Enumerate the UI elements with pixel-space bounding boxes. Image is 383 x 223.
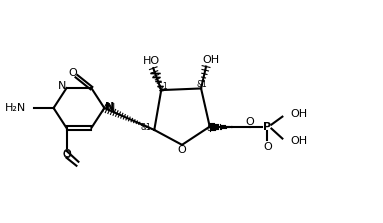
Text: O: O: [245, 117, 254, 127]
Text: OH: OH: [203, 55, 219, 65]
Text: &1: &1: [197, 80, 208, 89]
Text: N: N: [105, 102, 115, 112]
Text: O: O: [178, 145, 187, 155]
Text: O: O: [68, 68, 77, 78]
Text: HO: HO: [143, 56, 160, 66]
Text: O: O: [62, 149, 71, 159]
Text: N: N: [107, 103, 116, 113]
Text: &1: &1: [206, 124, 217, 133]
Text: H₂N: H₂N: [5, 103, 26, 113]
Text: &1: &1: [158, 82, 169, 91]
Text: O: O: [263, 142, 272, 151]
Text: N: N: [58, 81, 67, 91]
Text: &1: &1: [141, 123, 152, 132]
Text: O: O: [62, 150, 71, 160]
Text: OH: OH: [290, 136, 308, 146]
Text: OH: OH: [290, 109, 308, 119]
Text: P: P: [264, 122, 272, 132]
